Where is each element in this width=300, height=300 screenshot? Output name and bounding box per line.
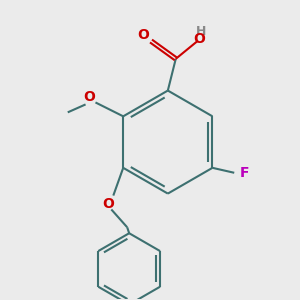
Text: F: F bbox=[239, 166, 249, 180]
Text: O: O bbox=[84, 91, 95, 104]
Text: H: H bbox=[196, 25, 207, 38]
Text: O: O bbox=[102, 196, 114, 211]
Text: O: O bbox=[194, 32, 206, 46]
Text: O: O bbox=[137, 28, 149, 42]
